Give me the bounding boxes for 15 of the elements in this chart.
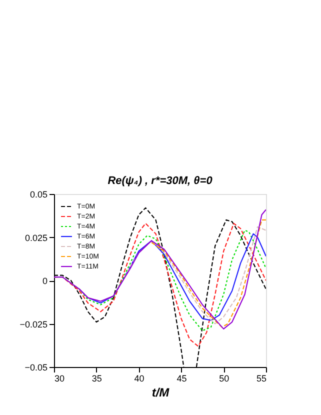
line-series — [54, 209, 266, 330]
x-tick-label: 50 — [219, 374, 230, 384]
x-tick-label: 30 — [54, 374, 65, 384]
y-tick-label: 0.025 — [24, 232, 48, 243]
x-tick-label: 35 — [92, 374, 102, 384]
y-tick-label: −0.05 — [24, 362, 48, 372]
x-tick-label: 40 — [134, 374, 144, 384]
y-tick-label: −0.025 — [20, 319, 48, 330]
x-axis-title: t/M — [152, 386, 170, 400]
x-tick-label: 55 — [256, 374, 266, 384]
y-tick-label: 0 — [42, 276, 48, 286]
chart-title: Re(ψ₄) , r*=30M, θ=0 — [108, 175, 214, 187]
x-tick-label: 45 — [176, 374, 187, 384]
line-series — [150, 219, 266, 328]
y-tick-label: 0.05 — [30, 190, 48, 200]
